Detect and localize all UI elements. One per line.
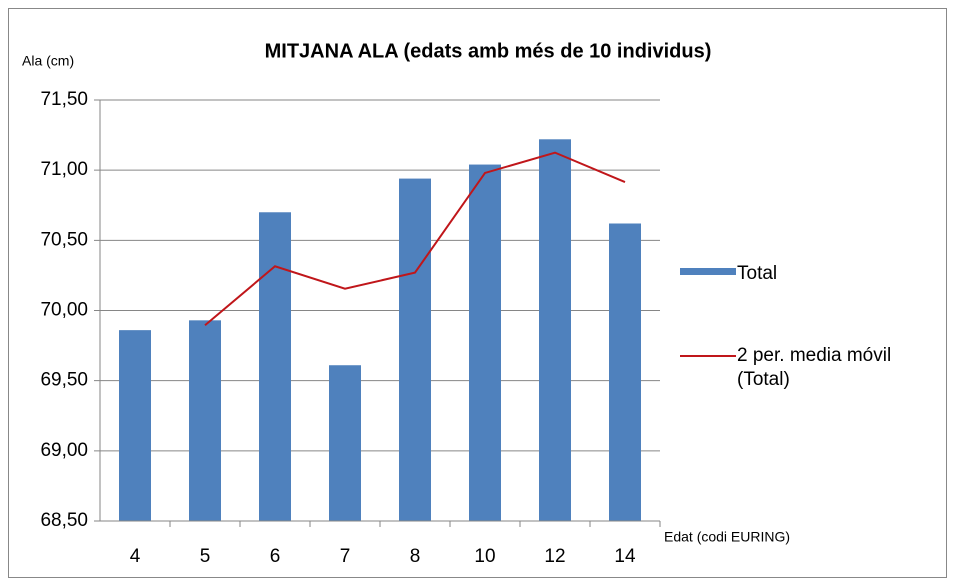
bar [259, 212, 291, 521]
y-tick-label: 70,00 [40, 300, 88, 321]
bar [399, 178, 431, 521]
bar [189, 320, 221, 521]
bar [329, 365, 361, 521]
y-tick-label: 71,00 [40, 159, 88, 180]
legend-label: 2 per. media móvil (Total) [737, 345, 892, 390]
y-tick-label: 69,50 [40, 370, 88, 391]
line [204, 151, 626, 326]
y-axis-label: Ala (cm) [22, 53, 74, 69]
x-tick-label: 14 [614, 546, 636, 567]
bar [469, 164, 501, 521]
x-tick-label: 6 [270, 546, 281, 567]
bar [539, 139, 571, 521]
bar [609, 223, 641, 521]
x-tick-label: 10 [474, 546, 495, 567]
x-tick-label: 4 [130, 546, 141, 567]
y-tick-label: 69,00 [40, 440, 88, 461]
y-tick-label: 71,50 [40, 89, 88, 110]
x-tick-label: 8 [410, 546, 421, 567]
y-tick-label: 68,50 [40, 510, 88, 531]
legend-key [680, 268, 736, 275]
chart-title: MITJANA ALA (edats amb més de 10 individ… [265, 40, 712, 62]
x-tick-label: 5 [200, 546, 211, 567]
legend-label: Total [737, 263, 778, 284]
x-axis-label: Edat (codi EURING) [664, 529, 790, 545]
x-tick-label: 7 [340, 546, 351, 567]
x-tick-label: 12 [544, 546, 565, 567]
bar [119, 330, 151, 521]
y-tick-label: 70,50 [40, 229, 88, 250]
